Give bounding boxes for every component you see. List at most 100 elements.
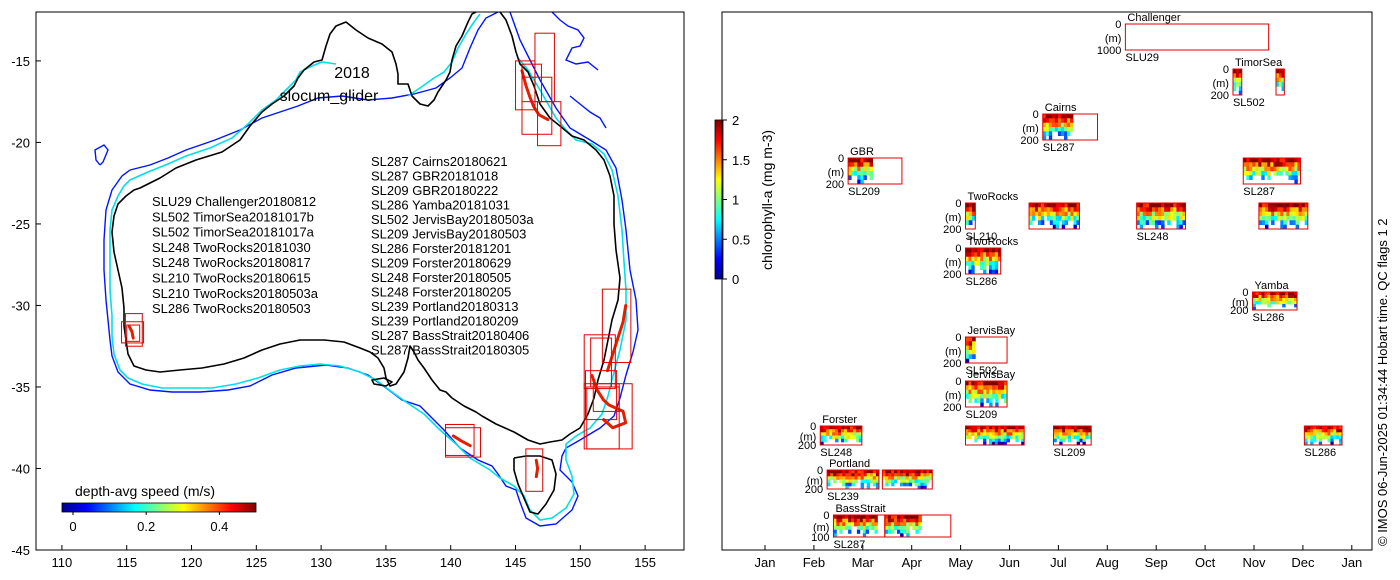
chlorophyll-cell [971, 265, 975, 270]
chlorophyll-cell [929, 476, 933, 480]
chlorophyll-cell [1179, 211, 1183, 217]
chlorophyll-cell [1261, 158, 1265, 163]
chlorophyll-cell [968, 220, 973, 225]
chlorophyll-cell [862, 533, 867, 538]
chlorophyll-cell [1009, 435, 1013, 440]
chlorophyll-cell [971, 429, 975, 433]
chlorophyll-cell [1271, 216, 1275, 221]
site-label: Challenger [1127, 12, 1181, 24]
chlorophyll-cell [1055, 216, 1060, 221]
chlorophyll-cell [845, 470, 849, 474]
chlorophyll-cell [1085, 426, 1089, 430]
glider-label: SL210 [965, 231, 997, 243]
chlorophyll-cell [887, 529, 892, 534]
chlorophyll-cell [1136, 220, 1141, 225]
depth-bottom-label: 200 [943, 402, 961, 414]
chlorophyll-cell [885, 482, 889, 487]
chlorophyll-cell [1040, 216, 1045, 221]
chlorophyll-cell [1073, 432, 1078, 436]
depth-top-label: 0 [955, 376, 961, 388]
chlorophyll-cell [866, 171, 870, 176]
chlorophyll-cell [897, 515, 901, 520]
chlorophyll-cell [992, 385, 996, 390]
chlorophyll-cell [1273, 166, 1277, 172]
glider-label: SL287 [1043, 142, 1075, 154]
chlorophyll-cell [917, 473, 921, 477]
chlorophyll-cell [1281, 86, 1285, 91]
depth-bottom-label: 200 [943, 224, 961, 236]
chlorophyll-cell [1006, 432, 1010, 436]
chlorophyll-cell [1252, 166, 1256, 172]
chlorophyll-cell [1297, 171, 1301, 176]
chlorophyll-cell [1043, 203, 1048, 208]
chlorophyll-cell [1029, 216, 1033, 221]
chlorophyll-cell [1055, 224, 1060, 230]
chlorophyll-cell [859, 526, 864, 531]
chlorophyll-cell [1067, 216, 1071, 221]
chlorophyll-cell [1040, 211, 1045, 217]
chlorophyll-cell [1076, 207, 1080, 212]
chlorophyll-cell [997, 248, 1002, 253]
depth-top-label: 0 [810, 421, 816, 433]
chlorophyll-cell [1061, 203, 1066, 208]
chlorophyll-cell [965, 252, 969, 257]
chlorophyll-cell [1070, 426, 1075, 430]
chlorophyll-cell [1283, 224, 1287, 230]
chlorophyll-cell [1029, 203, 1033, 208]
month-tick-label: Apr [902, 555, 923, 570]
chlorophyll-cell [1061, 211, 1066, 217]
chlorophyll-cell [1288, 171, 1292, 176]
chlorophyll-cell [1059, 426, 1063, 430]
mission-box [1136, 202, 1187, 230]
chlorophyll-cell [903, 529, 907, 534]
chlorophyll-cell [1298, 207, 1303, 212]
chlorophyll-cell [911, 479, 915, 484]
chlorophyll-cell [905, 476, 910, 480]
chlorophyll-cell [1324, 426, 1328, 430]
chlorophyll-cell [994, 441, 999, 446]
chlorophyll-cell [1048, 127, 1053, 132]
chlorophyll-cell [983, 394, 987, 399]
chlorophyll-cell [855, 438, 860, 443]
chlorophyll-cell [991, 435, 996, 440]
chlorophyll-cell [971, 385, 975, 390]
chlorophyll-cell [1067, 114, 1071, 119]
chlorophyll-cell [1276, 69, 1280, 74]
chlorophyll-cell [1032, 207, 1036, 212]
chlorophyll-cell [1264, 298, 1268, 302]
chlorophyll-cell [1235, 77, 1240, 83]
chlorophyll-cell [1052, 211, 1057, 217]
mission-box [964, 425, 1025, 446]
chlorophyll-cell [854, 158, 858, 163]
legend-entry: SL239 Portland20180313 [371, 299, 518, 314]
chlorophyll-cell [989, 435, 993, 440]
chlorophyll-cell [1291, 162, 1295, 167]
chlorophyll-cell [1176, 216, 1180, 221]
chlorophyll-cell [841, 429, 845, 433]
chlorophyll-colorbar-tick-label: 0 [732, 272, 739, 287]
chlorophyll-cell [1283, 207, 1287, 212]
chlorophyll-cell [1270, 301, 1274, 305]
chlorophyll-cell [856, 522, 861, 527]
chlorophyll-cell [1267, 301, 1271, 305]
chlorophyll-cell [842, 515, 846, 520]
chlorophyll-cell [989, 381, 993, 386]
chlorophyll-cell [995, 394, 999, 399]
chlorophyll-cell [894, 518, 898, 523]
chlorophyll-cell [1301, 203, 1306, 208]
chlorophyll-cell [1270, 158, 1274, 163]
chlorophyll-cell [839, 479, 843, 484]
chlorophyll-cell [897, 473, 901, 477]
chlorophyll-cell [851, 515, 855, 520]
chlorophyll-cell [842, 476, 846, 480]
chlorophyll-cell [891, 476, 895, 480]
chlorophyll-cell [1327, 432, 1331, 436]
chlorophyll-cell [823, 432, 827, 436]
mission-box [534, 32, 555, 103]
chlorophyll-cell [827, 479, 831, 484]
chlorophyll-cell [1057, 131, 1062, 136]
chlorophyll-cell [874, 526, 878, 531]
chlorophyll-cell [1170, 203, 1174, 208]
chlorophyll-cell [827, 476, 831, 480]
chlorophyll-cell [1061, 220, 1066, 225]
